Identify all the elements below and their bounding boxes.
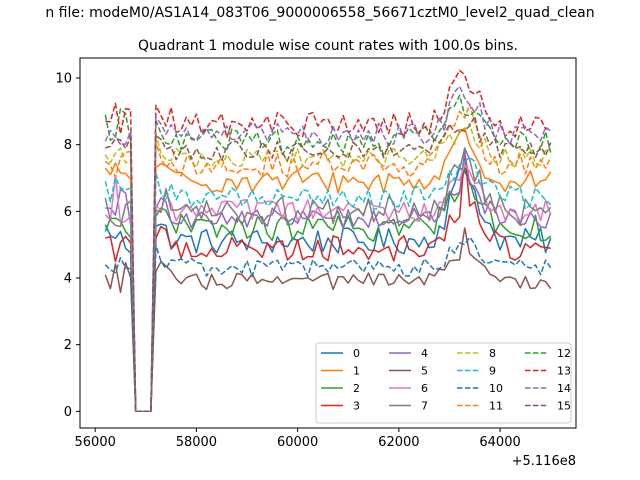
y-tick-label: 4 <box>64 272 72 287</box>
legend-label-12: 12 <box>557 347 571 360</box>
legend-label-9: 9 <box>489 365 496 378</box>
x-tick-label: 58000 <box>176 435 217 450</box>
y-tick-label: 2 <box>64 338 72 353</box>
series-line-12 <box>104 94 552 413</box>
legend-label-3: 3 <box>353 400 360 413</box>
legend-label-11: 11 <box>489 400 503 413</box>
legend-label-6: 6 <box>421 382 428 395</box>
legend-label-8: 8 <box>489 347 496 360</box>
x-axis-offset-label: +5.116e8 <box>512 454 576 469</box>
series-line-9 <box>104 156 552 413</box>
y-tick-label: 8 <box>64 138 72 153</box>
legend-box <box>315 342 572 424</box>
legend-label-0: 0 <box>353 347 360 360</box>
legend-label-5: 5 <box>421 365 428 378</box>
series-line-3 <box>105 150 551 413</box>
y-tick-label: 0 <box>64 405 72 420</box>
legend-label-13: 13 <box>557 365 571 378</box>
series-line-13 <box>105 69 551 413</box>
chart-title: Quadrant 1 module wise count rates with … <box>138 38 518 54</box>
legend-label-10: 10 <box>489 382 503 395</box>
legend-label-14: 14 <box>557 382 571 395</box>
figure-suptitle: n file: modeM0/AS1A14_083T06_9000006558_… <box>45 5 594 21</box>
y-axis: 0 2 4 6 8 10 <box>55 72 80 420</box>
series-line-5 <box>104 227 552 413</box>
plot-frame <box>79 57 577 429</box>
x-tick-label: 64000 <box>479 435 520 450</box>
series-line-2 <box>104 167 552 413</box>
series-layer <box>104 69 552 413</box>
series-line-4 <box>105 150 552 413</box>
series-line-0 <box>104 167 552 413</box>
legend-label-1: 1 <box>353 365 360 378</box>
x-axis: 56000 58000 60000 62000 64000 <box>75 428 521 450</box>
y-tick-label: 10 <box>55 72 72 87</box>
series-line-14 <box>104 85 552 413</box>
legend-label-2: 2 <box>353 382 360 395</box>
x-tick-label: 56000 <box>75 435 116 450</box>
x-tick-label: 60000 <box>277 435 318 450</box>
series-line-6 <box>104 163 552 413</box>
legend-label-15: 15 <box>557 400 571 413</box>
legend-label-4: 4 <box>421 347 428 360</box>
series-line-7 <box>104 147 552 413</box>
x-tick-label: 62000 <box>378 435 419 450</box>
legend-label-7: 7 <box>421 400 428 413</box>
series-line-10 <box>104 236 552 413</box>
y-tick-label: 6 <box>64 205 72 220</box>
series-line-15 <box>105 115 552 413</box>
